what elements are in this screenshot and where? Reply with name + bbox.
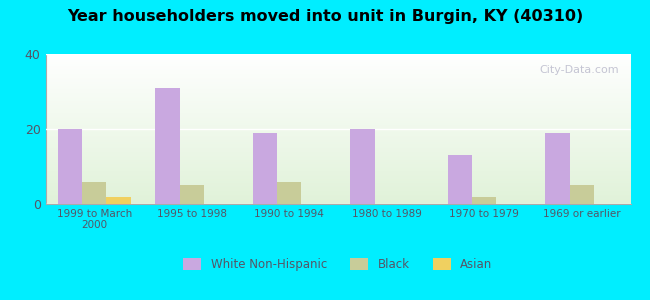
Text: City-Data.com: City-Data.com — [539, 64, 619, 74]
Bar — [350, 129, 374, 204]
Bar — [545, 133, 569, 204]
Bar — [58, 129, 82, 204]
Bar — [277, 182, 302, 204]
Bar — [107, 196, 131, 204]
Bar — [82, 182, 107, 204]
Bar — [448, 155, 472, 204]
Bar — [472, 196, 497, 204]
Legend: White Non-Hispanic, Black, Asian: White Non-Hispanic, Black, Asian — [179, 254, 497, 276]
Text: Year householders moved into unit in Burgin, KY (40310): Year householders moved into unit in Bur… — [67, 9, 583, 24]
Bar — [253, 133, 277, 204]
Bar — [155, 88, 179, 204]
Bar — [179, 185, 204, 204]
Bar — [569, 185, 594, 204]
